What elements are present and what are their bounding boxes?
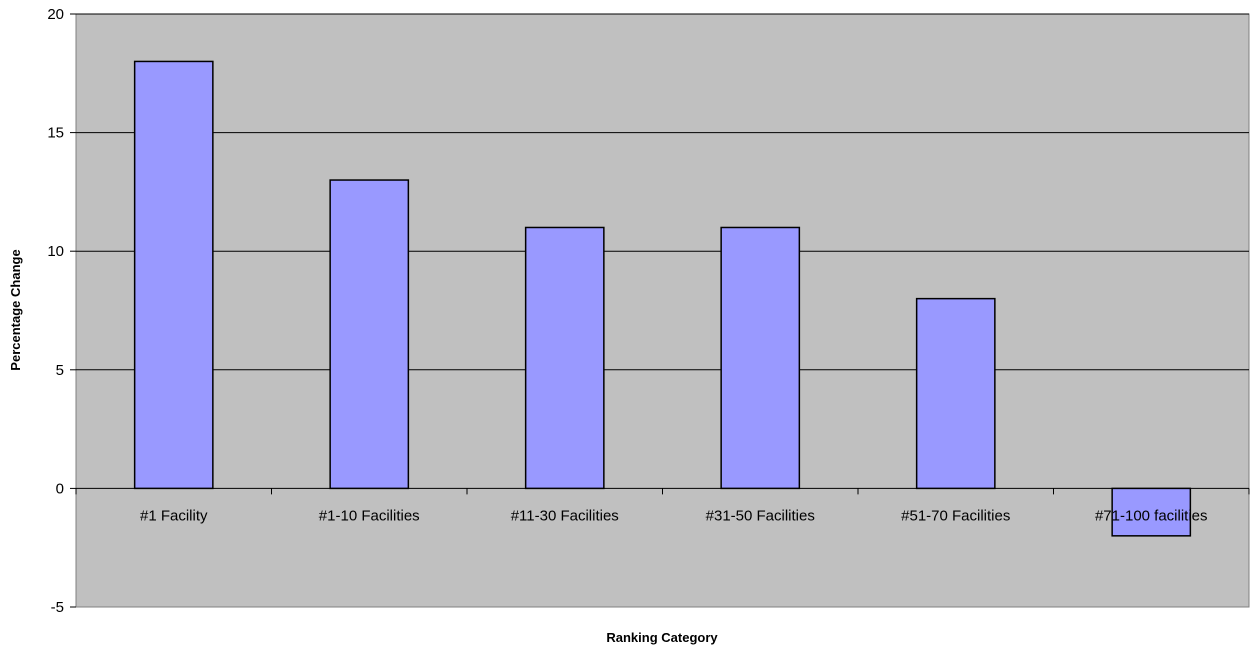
y-tick-label: 5	[56, 362, 64, 379]
bar	[915, 297, 996, 490]
plot-area	[75, 13, 1250, 608]
y-tick-label: 20	[47, 6, 64, 23]
x-tick-label: #31-50 Facilities	[706, 507, 815, 524]
bar	[1111, 487, 1192, 537]
bar	[524, 226, 605, 490]
y-tick-label: 15	[47, 125, 64, 142]
x-tick-label: #71-100 facilities	[1095, 507, 1208, 524]
x-tick-label: #51-70 Facilities	[901, 507, 1010, 524]
bar	[720, 226, 801, 490]
bar	[329, 179, 410, 490]
bar	[133, 60, 214, 490]
x-tick-label: #1-10 Facilities	[319, 507, 420, 524]
y-tick-label: 10	[47, 243, 64, 260]
x-tick-label: #11-30 Facilities	[511, 507, 619, 524]
gridlines	[70, 13, 1249, 608]
y-axis-title: Percentage Change	[8, 249, 23, 370]
y-tick-label: -5	[51, 599, 64, 616]
x-axis-line	[75, 487, 1250, 495]
x-tick-label: #1 Facility	[140, 507, 208, 524]
x-axis-title: Ranking Category	[606, 630, 718, 645]
y-tick-label: 0	[56, 480, 64, 497]
x-axis-tick-labels: #1 Facility #1-10 Facilities #11-30 Facili…	[140, 507, 1208, 524]
y-axis-tick-labels: -5 0 5 10 15 20	[47, 6, 64, 616]
